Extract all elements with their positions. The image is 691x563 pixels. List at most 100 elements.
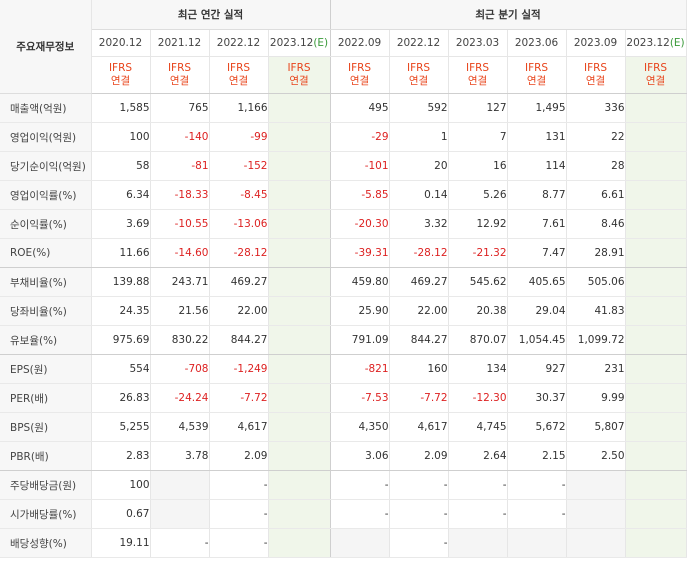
value-cell: [625, 441, 687, 471]
financial-data-body: 매출액(억원) 1,585 765 1,166 495 592 127 1,495 336 영업이…: [0, 93, 687, 558]
table-row: 순이익률(%) 3.69 -10.55 -13.06 -20.30 3.32 12.92 7.…: [0, 209, 687, 239]
value-cell: [268, 412, 331, 442]
table-row: PBR(배) 2.83 3.78 2.09 3.06 2.09 2.64 2.15 2.50: [0, 441, 687, 471]
value-cell: -81: [150, 151, 210, 181]
value-cell: [625, 499, 687, 529]
table-row: 배당성향(%) 19.11- - -: [0, 528, 687, 558]
value-cell: [268, 470, 331, 500]
row-label: 배당성향(%): [0, 528, 92, 558]
period-header-7: 2023.06: [507, 29, 567, 57]
value-cell: 870.07: [448, 325, 508, 355]
period-label: 2023.03: [455, 37, 500, 49]
value-cell: 469.27: [389, 267, 449, 297]
value-cell: [150, 499, 210, 529]
value-cell: [625, 383, 687, 413]
value-cell: -: [389, 528, 449, 558]
basis-cell-2: IFRS 연결: [209, 56, 269, 94]
value-cell: [625, 122, 687, 152]
value-cell: 7: [448, 122, 508, 152]
basis-line2: 연결: [467, 75, 488, 87]
value-cell: -: [448, 499, 508, 529]
period-header-1: 2021.12: [150, 29, 210, 57]
period-label: 2023.09: [573, 37, 618, 49]
value-cell: [268, 325, 331, 355]
value-cell: [268, 499, 331, 529]
value-cell: 1,054.45: [507, 325, 567, 355]
period-header-4: 2022.09: [330, 29, 390, 57]
value-cell: 21.56: [150, 296, 210, 326]
table-row: 주당배당금(원) 100- - - - -: [0, 470, 687, 500]
basis-line2: 연결: [169, 75, 190, 87]
basis-line1: IFRS: [583, 62, 608, 74]
value-cell: -1,249: [209, 354, 269, 384]
value-cell: [268, 122, 331, 152]
value-cell: 3.06: [330, 441, 390, 471]
value-cell: 2.09: [389, 441, 449, 471]
value-cell: -39.31: [330, 238, 390, 268]
value-cell: -: [330, 499, 390, 529]
value-cell: 12.92: [448, 209, 508, 239]
table-row: 시가배당률(%) 0.67- - - - -: [0, 499, 687, 529]
value-cell: 19.11: [91, 528, 151, 558]
period-header-0: 2020.12: [91, 29, 151, 57]
value-cell: -18.33: [150, 180, 210, 210]
period-label: 2023.06: [514, 37, 559, 49]
value-cell: -: [507, 470, 567, 500]
value-cell: 554: [91, 354, 151, 384]
value-cell: [268, 296, 331, 326]
basis-line1: IFRS: [406, 62, 431, 74]
value-cell: 495: [330, 93, 390, 123]
table-row: 영업이익(억원) 100 -140 -99 -29 1 7 131 22: [0, 122, 687, 152]
value-cell: -12.30: [448, 383, 508, 413]
basis-line1: IFRS: [643, 62, 668, 74]
row-label: PBR(배): [0, 441, 92, 471]
value-cell: -24.24: [150, 383, 210, 413]
period-header-9: 2023.12(E): [625, 29, 687, 57]
value-cell: 459.80: [330, 267, 390, 297]
value-cell: 0.67: [91, 499, 151, 529]
value-cell: 3.32: [389, 209, 449, 239]
basis-line2: 연결: [526, 75, 547, 87]
basis-cell-5: IFRS 연결: [389, 56, 449, 94]
value-cell: -7.72: [389, 383, 449, 413]
value-cell: -28.12: [209, 238, 269, 268]
basis-line2: 연결: [289, 75, 309, 87]
value-cell: -708: [150, 354, 210, 384]
basis-cell-1: IFRS 연결: [150, 56, 210, 94]
basis-line1: IFRS: [347, 62, 372, 74]
row-label: 부채비율(%): [0, 267, 92, 297]
value-cell: 6.61: [566, 180, 626, 210]
period-header-3: 2023.12(E): [268, 29, 331, 57]
basis-cell-8: IFRS 연결: [566, 56, 626, 94]
row-label: 영업이익(억원): [0, 122, 92, 152]
value-cell: [268, 528, 331, 558]
value-cell: 1,585: [91, 93, 151, 123]
value-cell: 100: [91, 122, 151, 152]
value-cell: 231: [566, 354, 626, 384]
value-cell: 830.22: [150, 325, 210, 355]
value-cell: 8.77: [507, 180, 567, 210]
value-cell: 5,672: [507, 412, 567, 442]
value-cell: 2.15: [507, 441, 567, 471]
period-label: 2020.12: [98, 37, 143, 49]
value-cell: 927: [507, 354, 567, 384]
value-cell: 16: [448, 151, 508, 181]
period-header-row: 2020.12 2021.12 2022.12 2023.12(E) 2022.09 20…: [0, 29, 687, 57]
value-cell: -13.06: [209, 209, 269, 239]
table-row: PER(배) 26.83 -24.24 -7.72 -7.53 -7.72 -12.30 30…: [0, 383, 687, 413]
basis-line1: IFRS: [226, 62, 251, 74]
value-cell: 28.91: [566, 238, 626, 268]
row-label: ROE(%): [0, 238, 92, 268]
value-cell: 139.88: [91, 267, 151, 297]
row-label: PER(배): [0, 383, 92, 413]
value-cell: 160: [389, 354, 449, 384]
value-cell: -821: [330, 354, 390, 384]
value-cell: 22: [566, 122, 626, 152]
table-row: 영업이익률(%) 6.34 -18.33 -8.45 -5.85 0.14 5.26 8.77…: [0, 180, 687, 210]
value-cell: -7.72: [209, 383, 269, 413]
value-cell: 505.06: [566, 267, 626, 297]
value-cell: 765: [150, 93, 210, 123]
row-label: EPS(원): [0, 354, 92, 384]
value-cell: 5,807: [566, 412, 626, 442]
value-cell: -: [150, 528, 210, 558]
